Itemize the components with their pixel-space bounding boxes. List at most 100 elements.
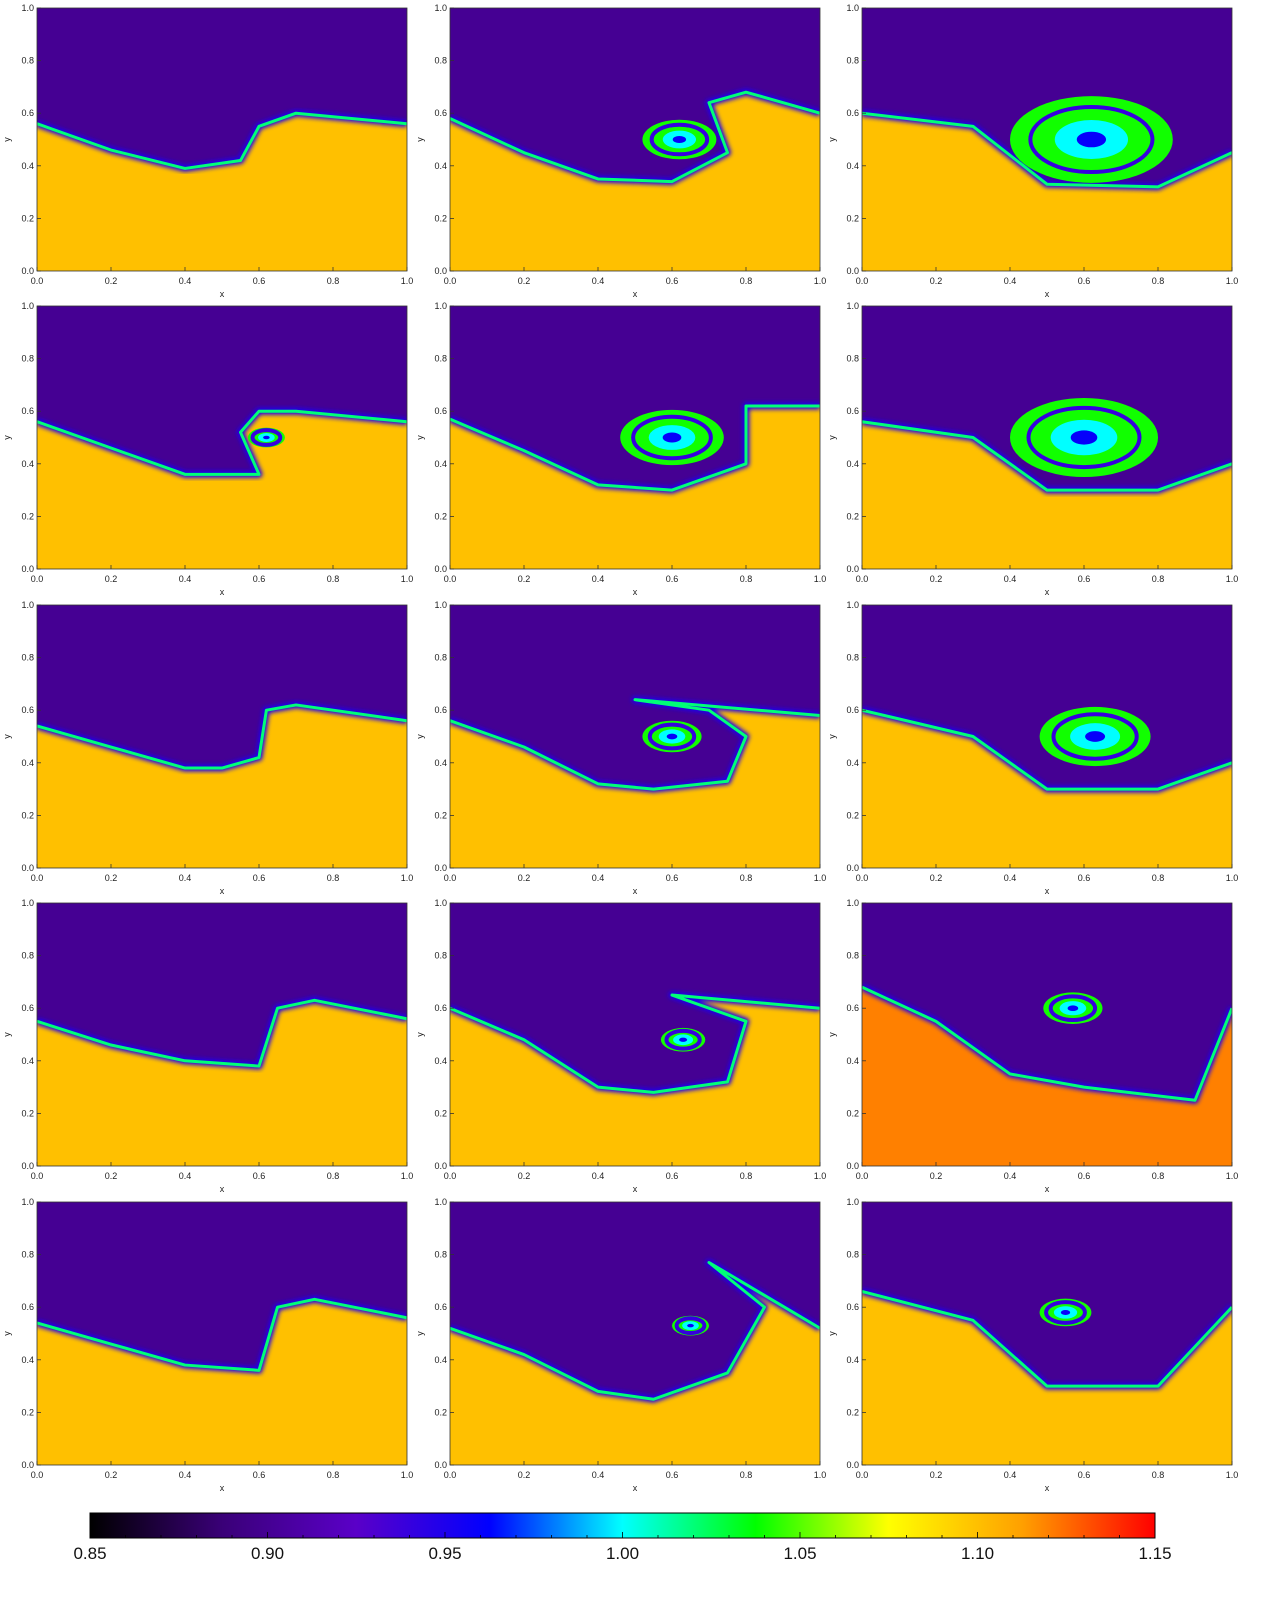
upper-fluid-region	[450, 306, 820, 491]
y-tick-label: 0.8	[846, 951, 859, 961]
panel-r5-c1: 0.0 0.2 0.4 0.6 0.8 1.0 0.0 0.2 0.4 0.6 0.8 1.0 x y	[2, 1197, 413, 1493]
panel-r2-c2: 0.0 0.2 0.4 0.6 0.8 1.0 0.0 0.2 0.4 0.6 0.8 1.0 x y	[415, 301, 826, 597]
y-tick-label: 0.6	[846, 108, 859, 118]
vortex-ring	[631, 414, 713, 461]
interface-core	[37, 703, 407, 770]
x-tick-label: 0.4	[1004, 1470, 1017, 1480]
y-tick-label: 0.0	[846, 863, 859, 873]
interface-core	[862, 985, 1232, 1102]
y-tick-label: 0.2	[434, 213, 447, 223]
upper-fluid-region	[450, 8, 820, 182]
x-axis-label: x	[633, 587, 638, 597]
y-tick-label: 0.4	[21, 758, 34, 768]
y-tick-label: 0.0	[21, 1460, 34, 1470]
x-tick-label: 1.0	[1226, 1470, 1239, 1480]
x-tick-label: 0.2	[518, 1171, 531, 1181]
x-tick-label: 0.0	[444, 276, 457, 286]
y-tick-label: 0.4	[846, 1056, 859, 1066]
y-tick-label: 1.0	[434, 898, 447, 908]
x-tick-label: 0.8	[740, 276, 753, 286]
y-tick-label: 0.4	[846, 161, 859, 171]
interface-core	[37, 409, 407, 476]
y-tick-label: 0.2	[434, 511, 447, 521]
panel-r1-c3: 0.0 0.2 0.4 0.6 0.8 1.0 0.0 0.2 0.4 0.6 0.8 1.0 x y	[827, 3, 1238, 299]
y-tick-label: 1.0	[21, 600, 34, 610]
x-tick-label: 0.8	[740, 1171, 753, 1181]
y-tick-label: 0.6	[434, 705, 447, 715]
interface-core	[862, 708, 1232, 791]
x-tick-label: 0.2	[105, 1470, 118, 1480]
vortex-center	[687, 1323, 694, 1328]
interface-core	[862, 111, 1232, 189]
x-tick-label: 0.6	[666, 1470, 679, 1480]
y-tick-label: 0.2	[846, 1407, 859, 1417]
panel-frame	[861, 305, 1233, 570]
y-tick-label: 0.4	[434, 161, 447, 171]
y-tick-label: 1.0	[434, 301, 447, 311]
x-tick-label: 0.8	[740, 574, 753, 584]
x-tick-label: 0.6	[253, 1171, 266, 1181]
x-tick-label: 0.6	[253, 1470, 266, 1480]
y-tick-label: 0.2	[846, 810, 859, 820]
y-tick-label: 0.2	[434, 1407, 447, 1417]
x-tick-label: 0.6	[666, 1171, 679, 1181]
x-tick-label: 0.2	[518, 873, 531, 883]
x-tick-label: 0.6	[253, 873, 266, 883]
x-tick-label: 0.2	[105, 276, 118, 286]
y-axis-label: y	[827, 1032, 837, 1037]
vortex-ring	[1026, 405, 1142, 470]
interface-core	[37, 998, 407, 1068]
y-tick-label: 1.0	[21, 3, 34, 13]
x-tick-label: 1.0	[814, 873, 827, 883]
x-axis-label: x	[633, 1184, 638, 1194]
y-axis-label: y	[2, 435, 12, 440]
panel-frame	[449, 1201, 821, 1466]
x-axis-label: x	[1045, 1483, 1050, 1493]
x-tick-label: 0.0	[856, 574, 869, 584]
y-tick-label: 0.2	[434, 1108, 447, 1118]
x-tick-label: 0.2	[105, 574, 118, 584]
x-tick-label: 1.0	[401, 276, 414, 286]
y-tick-label: 0.4	[21, 1355, 34, 1365]
colorbar-label: 1.10	[961, 1544, 994, 1563]
x-axis-label: x	[220, 886, 225, 896]
panel-frame	[861, 1201, 1233, 1466]
x-tick-label: 0.4	[592, 276, 605, 286]
x-tick-label: 1.0	[401, 574, 414, 584]
x-tick-label: 0.8	[1152, 574, 1165, 584]
interface-core	[862, 1289, 1232, 1388]
y-tick-label: 0.6	[846, 1003, 859, 1013]
y-tick-label: 0.8	[434, 951, 447, 961]
panel-r3-c3: 0.0 0.2 0.4 0.6 0.8 1.0 0.0 0.2 0.4 0.6 0.8 1.0 x y	[827, 600, 1238, 896]
panel-frame	[36, 305, 408, 570]
colorbar-label: 1.05	[783, 1544, 816, 1563]
y-tick-label: 0.8	[21, 56, 34, 66]
x-tick-label: 0.2	[105, 1171, 118, 1181]
upper-fluid-region	[862, 1202, 1232, 1387]
x-tick-label: 0.8	[327, 276, 340, 286]
y-tick-label: 0.4	[846, 459, 859, 469]
y-tick-label: 0.6	[21, 1003, 34, 1013]
x-tick-label: 0.6	[666, 873, 679, 883]
x-tick-label: 0.4	[179, 1171, 192, 1181]
panel-r4-c2: 0.0 0.2 0.4 0.6 0.8 1.0 0.0 0.2 0.4 0.6 0.8 1.0 x y	[415, 898, 826, 1194]
y-tick-label: 0.8	[21, 653, 34, 663]
x-tick-label: 0.8	[1152, 1171, 1165, 1181]
y-tick-label: 1.0	[434, 1197, 447, 1207]
vortex-center	[666, 733, 678, 740]
x-tick-label: 0.6	[1078, 1171, 1091, 1181]
panel-r5-c2: 0.0 0.2 0.4 0.6 0.8 1.0 0.0 0.2 0.4 0.6 0.8 1.0 x y	[415, 1197, 826, 1493]
x-tick-label: 0.0	[31, 1470, 44, 1480]
colorbar-label: 0.95	[428, 1544, 461, 1563]
x-tick-label: 1.0	[814, 276, 827, 286]
y-tick-label: 0.8	[846, 354, 859, 364]
x-tick-label: 0.2	[930, 873, 943, 883]
panel-frame	[449, 305, 821, 570]
x-tick-label: 0.0	[31, 574, 44, 584]
y-tick-label: 0.4	[434, 1056, 447, 1066]
panel-frame	[861, 902, 1233, 1167]
vortex-center	[1060, 1309, 1071, 1315]
x-tick-label: 0.0	[444, 1171, 457, 1181]
vortex-ring	[1028, 104, 1155, 175]
vortex-ring	[1044, 1300, 1087, 1325]
